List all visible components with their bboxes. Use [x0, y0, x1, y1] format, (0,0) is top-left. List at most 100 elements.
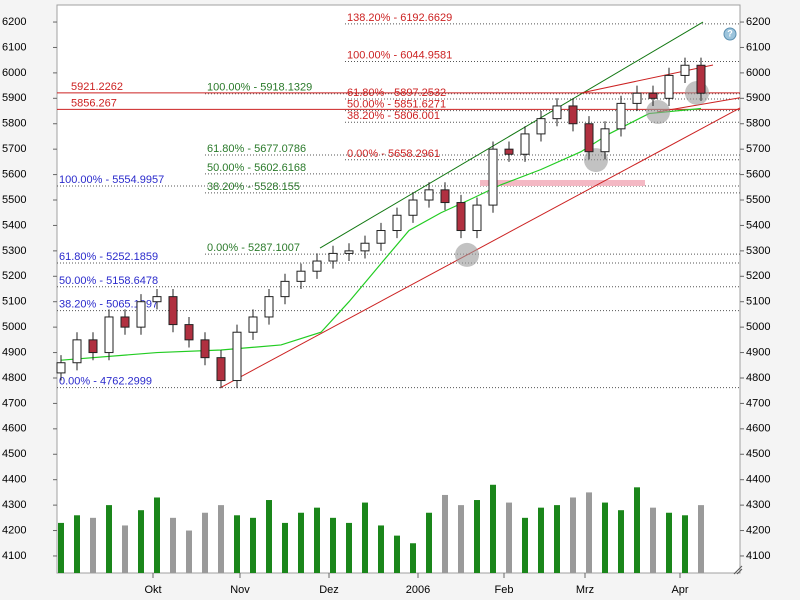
y-tick-label: 4900	[2, 346, 26, 358]
volume-bar	[442, 494, 448, 573]
marker	[455, 242, 479, 267]
volume-bar	[218, 505, 224, 573]
volume-bar	[506, 502, 512, 573]
candle-body	[456, 202, 466, 232]
candle-body	[600, 128, 610, 153]
candle-body	[184, 324, 194, 341]
candle-body	[664, 74, 674, 99]
y-tick-label-right: 6200	[746, 16, 770, 28]
level-label: 38.20% - 5806.001	[347, 110, 440, 122]
y-tick-label: 5400	[2, 219, 26, 231]
volume-bar	[202, 512, 208, 573]
x-tick-label: 2006	[406, 584, 430, 596]
volume-bar	[602, 502, 608, 573]
level-label: 100.00% - 5554.9957	[59, 174, 164, 186]
x-tick-label: Dez	[319, 584, 339, 596]
candle-body	[168, 296, 178, 326]
y-tick-label-right: 5100	[746, 296, 770, 308]
volume-bar	[634, 487, 640, 573]
plot-area	[56, 4, 741, 574]
y-tick-label: 5200	[2, 270, 26, 282]
volume-bar	[522, 517, 528, 573]
y-tick-label-right: 4300	[746, 499, 770, 511]
volume-bar	[186, 530, 192, 573]
level-label: 100.00% - 6044.9581	[347, 49, 452, 61]
candle-body	[104, 316, 114, 354]
y-tick-label: 4400	[2, 474, 26, 486]
volume-bar	[58, 522, 64, 573]
level-label: 138.20% - 6192.6629	[347, 12, 452, 24]
resize-grip	[733, 565, 743, 575]
y-tick-label-right: 5900	[746, 92, 770, 104]
x-tick-label: Feb	[495, 584, 514, 596]
y-tick-label-right: 5800	[746, 118, 770, 130]
y-tick-label-right: 5200	[746, 270, 770, 282]
volume-bar	[330, 517, 336, 573]
volume-bar	[698, 505, 704, 573]
y-tick-label: 4700	[2, 397, 26, 409]
level-label: 50.00% - 5602.6168	[207, 162, 306, 174]
volume-bar	[666, 512, 672, 573]
resistance-label: 5856.267	[71, 97, 117, 109]
trendline	[219, 107, 741, 389]
trendline	[580, 64, 714, 94]
candle-body	[472, 204, 482, 232]
candle-body	[696, 64, 706, 94]
candle-body	[56, 362, 66, 374]
volume-bar	[138, 510, 144, 573]
volume-bar	[650, 507, 656, 573]
volume-bar	[682, 515, 688, 573]
candle-body	[488, 148, 498, 206]
candle-body	[344, 250, 354, 254]
candle-body	[296, 270, 306, 282]
candle-body	[584, 123, 594, 153]
volume-bar	[586, 492, 592, 573]
candle-body	[280, 280, 290, 298]
y-tick-label: 4500	[2, 448, 26, 460]
moving-average	[60, 107, 702, 361]
marker	[584, 148, 608, 173]
highlight-band	[480, 179, 645, 186]
y-tick-label-right: 4700	[746, 397, 770, 409]
candle-body	[120, 316, 130, 328]
y-tick-label-right: 4400	[746, 474, 770, 486]
x-tick-label: Okt	[144, 584, 161, 596]
y-tick-label-right: 5600	[746, 168, 770, 180]
y-tick-label: 5000	[2, 321, 26, 333]
volume-bar	[410, 543, 416, 573]
y-tick-label: 6000	[2, 67, 26, 79]
y-tick-label: 4800	[2, 372, 26, 384]
volume-bar	[282, 522, 288, 573]
volume-bar	[618, 510, 624, 573]
help-text[interactable]: ?	[727, 28, 733, 38]
volume-bar	[298, 512, 304, 573]
level-label: 61.80% - 5252.1859	[59, 251, 158, 263]
help-icon[interactable]	[723, 27, 737, 41]
volume-bar	[106, 505, 112, 573]
level-label: 61.80% - 5677.0786	[207, 143, 306, 155]
volume-bar	[554, 505, 560, 573]
y-tick-label-right: 6000	[746, 67, 770, 79]
y-tick-label-right: 4200	[746, 524, 770, 536]
trendline	[656, 97, 741, 113]
candle-body	[264, 296, 274, 318]
candle-body	[88, 339, 98, 354]
volume-bar	[234, 515, 240, 573]
volume-bar	[266, 500, 272, 573]
volume-bar	[170, 517, 176, 573]
volume-bar	[250, 517, 256, 573]
candle-body	[248, 316, 258, 333]
volume-bar	[490, 484, 496, 573]
candle-body	[680, 64, 690, 76]
y-tick-label-right: 4800	[746, 372, 770, 384]
volume-bar	[90, 517, 96, 573]
volume-bar	[346, 522, 352, 573]
y-tick-label-right: 4900	[746, 346, 770, 358]
candle-body	[552, 105, 562, 120]
y-tick-label: 4600	[2, 423, 26, 435]
candle-body	[216, 357, 226, 382]
candle-body	[504, 148, 514, 155]
level-label: 50.00% - 5158.6478	[59, 275, 158, 287]
y-tick-label-right: 5500	[746, 194, 770, 206]
